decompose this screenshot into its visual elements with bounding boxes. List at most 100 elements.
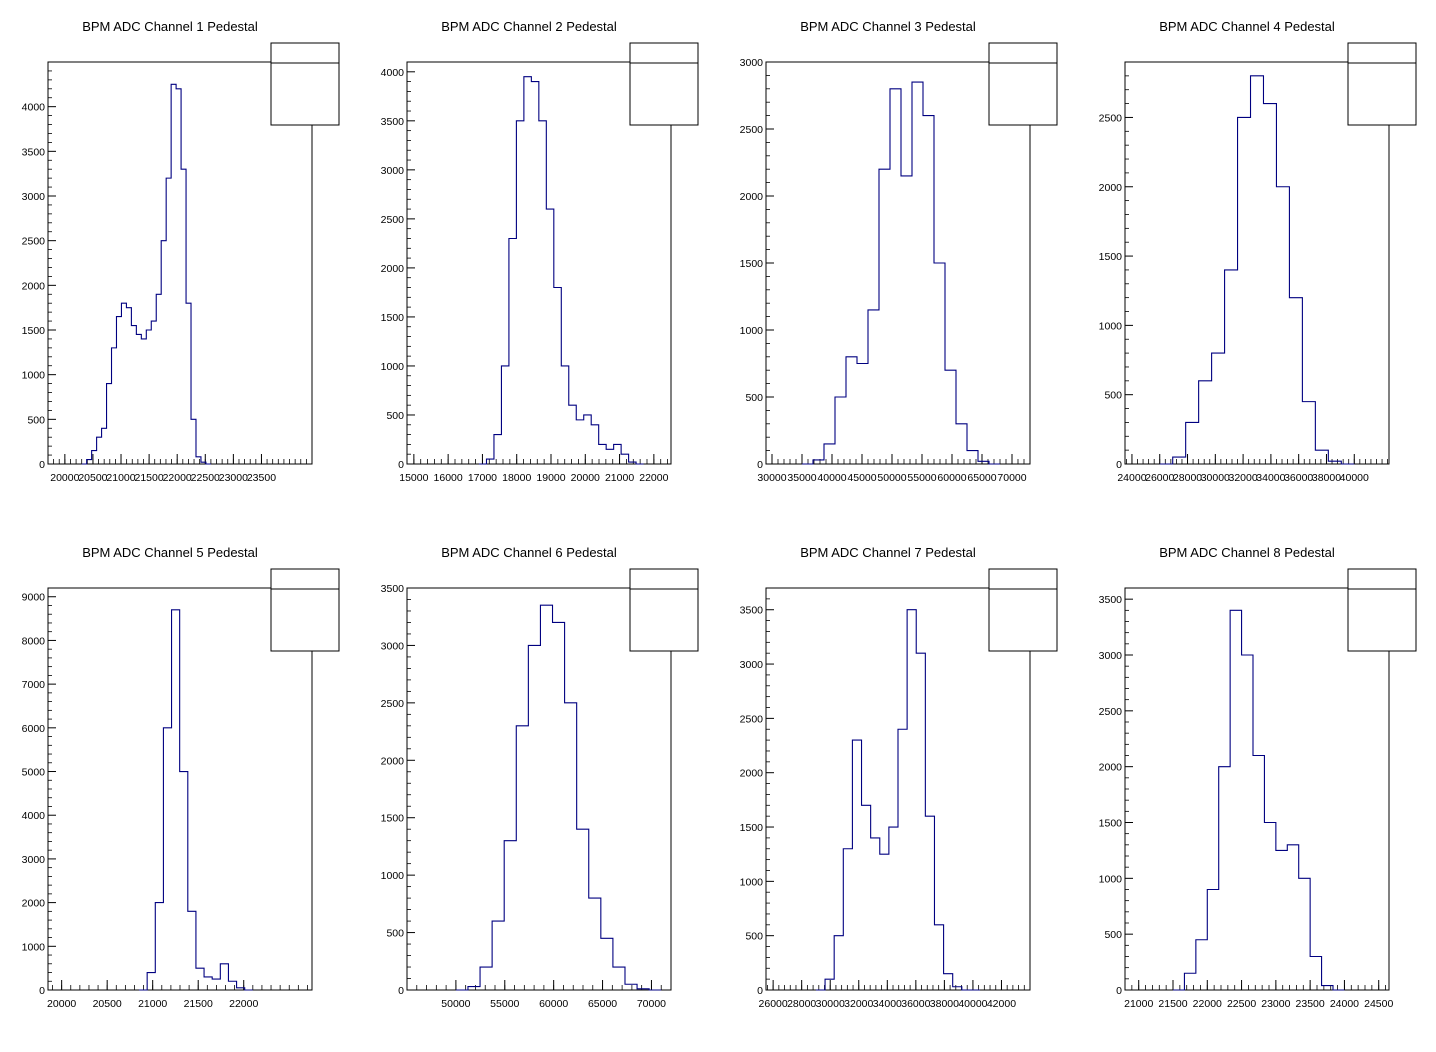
x-tick-label: 28000: [1173, 472, 1202, 484]
chart-panel-5: BPM ADC Channel 5 Pedestal 0 1000 2000 3000 4…: [22, 545, 259, 1010]
x-tick-label: 22000: [163, 472, 192, 484]
x-tick-label: 42000: [987, 998, 1016, 1010]
histogram-line: [479, 76, 644, 465]
chart-panel-8: BPM ADC Channel 8 Pedestal 0 500 1000 1500 20…: [1099, 545, 1394, 1010]
x-tick-label: 22000: [229, 998, 258, 1010]
chart-title: BPM ADC Channel 2 Pedestal: [441, 19, 617, 34]
histogram-line: [1159, 75, 1355, 465]
y-tick-label: 2500: [740, 124, 764, 136]
x-tick-label: 32000: [1229, 472, 1258, 484]
stats-box-frame: [1347, 568, 1417, 652]
y-tick-label: 3500: [381, 116, 405, 128]
plot-frame: [765, 587, 1031, 991]
y-tick-label: 2000: [740, 191, 764, 203]
y-tick-label: 2500: [1099, 706, 1123, 718]
y-tick-label: 500: [745, 392, 763, 404]
x-tick-label: 21000: [1124, 998, 1153, 1010]
y-tick-label: 3000: [381, 165, 405, 177]
y-tick-label: 2000: [1099, 762, 1123, 774]
x-tick-label: 65000: [588, 998, 617, 1010]
chart-panel-1: BPM ADC Channel 1 Pedestal 0 500 1000 1500 20…: [22, 19, 277, 484]
x-tick-label: 17000: [468, 472, 497, 484]
x-tick-label: 23000: [219, 472, 248, 484]
plot-frame: [406, 61, 672, 465]
y-tick-label: 2500: [740, 713, 764, 725]
chart-panel-7: BPM ADC Channel 7 Pedestal 0 500 1000 1500 20…: [740, 545, 1017, 1010]
y-tick-label: 500: [386, 928, 404, 940]
y-tick-label: 0: [757, 459, 763, 471]
y-tick-label: 2000: [22, 280, 46, 292]
x-tick-label: 21000: [605, 472, 634, 484]
x-tick-label: 20500: [78, 472, 107, 484]
x-tick-label: 50000: [441, 998, 470, 1010]
x-tick-label: 24000: [1117, 472, 1146, 484]
x-tick-label: 23500: [1296, 998, 1325, 1010]
x-tick-label: 60000: [937, 472, 966, 484]
y-tick-label: 2000: [381, 755, 405, 767]
stats-box-frame: [988, 568, 1058, 652]
y-tick-label: 2500: [381, 698, 405, 710]
stats-box-frame: [270, 42, 340, 126]
y-tick-label: 0: [1116, 985, 1122, 997]
y-tick-label: 2500: [381, 214, 405, 226]
x-tick-label: 30000: [1201, 472, 1230, 484]
y-tick-label: 8000: [22, 635, 46, 647]
y-tick-label: 0: [39, 985, 45, 997]
x-tick-label: 26000: [759, 998, 788, 1010]
y-tick-label: 5000: [22, 767, 46, 779]
x-tick-label: 15000: [399, 472, 428, 484]
x-tick-label: 35000: [787, 472, 816, 484]
y-tick-label: 9000: [22, 592, 46, 604]
x-tick-label: 34000: [1256, 472, 1285, 484]
x-tick-label: 50000: [877, 472, 906, 484]
x-tick-label: 20500: [93, 998, 122, 1010]
x-tick-label: 40000: [958, 998, 987, 1010]
histogram-line: [802, 81, 1000, 465]
x-tick-label: 22000: [1193, 998, 1222, 1010]
y-tick-label: 1500: [381, 813, 405, 825]
chart-title: BPM ADC Channel 5 Pedestal: [82, 545, 258, 560]
y-tick-label: 1000: [1099, 873, 1123, 885]
y-tick-label: 2000: [740, 768, 764, 780]
chart-title: BPM ADC Channel 4 Pedestal: [1159, 19, 1335, 34]
x-tick-label: 30000: [757, 472, 786, 484]
stats-box-frame: [629, 568, 699, 652]
x-tick-label: 23000: [1261, 998, 1290, 1010]
x-tick-label: 16000: [434, 472, 463, 484]
y-tick-label: 0: [757, 985, 763, 997]
x-tick-label: 65000: [967, 472, 996, 484]
plot-frame: [406, 587, 672, 991]
y-tick-label: 1500: [740, 822, 764, 834]
x-tick-label: 38000: [1312, 472, 1341, 484]
x-tick-label: 28000: [787, 998, 816, 1010]
y-tick-label: 3500: [1099, 594, 1123, 606]
y-tick-label: 2500: [1099, 112, 1123, 124]
chart-title: BPM ADC Channel 7 Pedestal: [800, 545, 976, 560]
x-tick-label: 22000: [639, 472, 668, 484]
x-tick-label: 36000: [901, 998, 930, 1010]
x-tick-label: 26000: [1145, 472, 1174, 484]
x-tick-label: 19000: [536, 472, 565, 484]
y-tick-label: 4000: [22, 810, 46, 822]
x-tick-label: 21000: [138, 998, 167, 1010]
y-tick-label: 1500: [22, 325, 46, 337]
stats-box-frame: [1347, 42, 1417, 126]
y-tick-label: 1000: [381, 870, 405, 882]
x-tick-label: 60000: [539, 998, 568, 1010]
x-tick-label: 34000: [873, 998, 902, 1010]
y-tick-label: 2000: [1099, 182, 1123, 194]
y-tick-label: 1000: [22, 370, 46, 382]
chart-title: BPM ADC Channel 8 Pedestal: [1159, 545, 1335, 560]
x-tick-label: 55000: [490, 998, 519, 1010]
x-tick-label: 22500: [191, 472, 220, 484]
x-tick-label: 20000: [571, 472, 600, 484]
y-tick-label: 1000: [1099, 320, 1123, 332]
histogram-line: [81, 83, 211, 465]
y-tick-label: 3000: [740, 57, 764, 69]
chart-title: BPM ADC Channel 1 Pedestal: [82, 19, 258, 34]
x-tick-label: 45000: [847, 472, 876, 484]
stats-box-frame: [629, 42, 699, 126]
y-tick-label: 2000: [22, 898, 46, 910]
plot-frame: [47, 61, 313, 465]
y-tick-label: 500: [745, 931, 763, 943]
